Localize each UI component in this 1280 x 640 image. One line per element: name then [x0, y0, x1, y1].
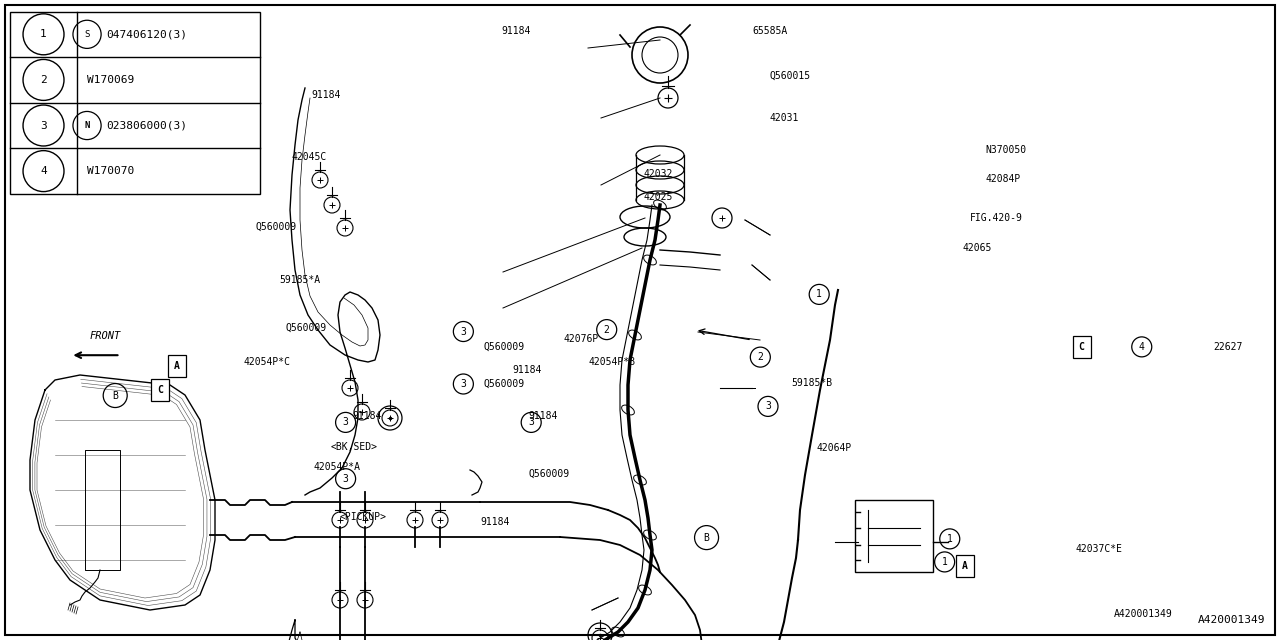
Text: B: B	[113, 390, 118, 401]
Text: 2: 2	[604, 324, 609, 335]
Text: 42054P*A: 42054P*A	[314, 462, 361, 472]
Bar	[10, 12, 260, 194]
Text: 42025: 42025	[644, 192, 673, 202]
Text: 047406120(3): 047406120(3)	[106, 29, 187, 39]
Text: Q560015: Q560015	[769, 70, 810, 81]
Bar	[855, 500, 933, 572]
Text: C: C	[157, 385, 163, 396]
Text: W170070: W170070	[87, 166, 134, 176]
Text: 91184: 91184	[529, 411, 558, 421]
Text: 91184: 91184	[352, 411, 381, 421]
Text: 42054P*C: 42054P*C	[243, 356, 291, 367]
Text: 023806000(3): 023806000(3)	[106, 120, 187, 131]
Text: 3: 3	[40, 120, 47, 131]
Text: 59185*A: 59185*A	[279, 275, 320, 285]
Text: FIG.420-9: FIG.420-9	[970, 212, 1023, 223]
Text: 3: 3	[343, 417, 348, 428]
Text: 91184: 91184	[502, 26, 531, 36]
Text: A420001349: A420001349	[1198, 615, 1265, 625]
Text: 1: 1	[40, 29, 47, 39]
Bar	[1073, 336, 1091, 358]
Text: 3: 3	[461, 379, 466, 389]
Text: 3: 3	[461, 326, 466, 337]
Text: <PICKUP>: <PICKUP>	[339, 512, 387, 522]
Text: B: B	[704, 532, 709, 543]
Bar	[151, 380, 169, 401]
Text: A420001349: A420001349	[1114, 609, 1172, 620]
Text: Q560009: Q560009	[285, 323, 326, 333]
Text: 59185*B: 59185*B	[791, 378, 832, 388]
Text: 22627: 22627	[1213, 342, 1243, 352]
Bar	[168, 355, 186, 377]
Text: N370050: N370050	[986, 145, 1027, 156]
Text: Q560009: Q560009	[484, 342, 525, 352]
Text: 42084P: 42084P	[986, 174, 1021, 184]
Text: S: S	[84, 30, 90, 39]
Text: 4: 4	[1139, 342, 1144, 352]
Text: A: A	[174, 361, 179, 371]
Text: 2: 2	[758, 352, 763, 362]
Text: 42045C: 42045C	[292, 152, 328, 162]
Text: 3: 3	[765, 401, 771, 412]
Text: A: A	[963, 561, 968, 572]
Text: 42032: 42032	[644, 169, 673, 179]
Text: 1: 1	[942, 557, 947, 567]
Text: <BK,SED>: <BK,SED>	[330, 442, 378, 452]
Text: 91184: 91184	[311, 90, 340, 100]
Text: 3: 3	[529, 417, 534, 428]
Text: N: N	[84, 121, 90, 130]
Text: 4: 4	[40, 166, 47, 176]
Text: 1: 1	[817, 289, 822, 300]
Text: 91184: 91184	[480, 516, 509, 527]
Text: Q560009: Q560009	[256, 222, 297, 232]
Text: 91184: 91184	[512, 365, 541, 375]
Text: 42065: 42065	[963, 243, 992, 253]
Text: 3: 3	[343, 474, 348, 484]
Text: C: C	[1079, 342, 1084, 352]
Text: FRONT: FRONT	[90, 332, 120, 341]
Text: 42037C*E: 42037C*E	[1075, 544, 1123, 554]
Text: 2: 2	[40, 75, 47, 85]
Text: 42031: 42031	[769, 113, 799, 124]
Text: Q560009: Q560009	[529, 468, 570, 479]
Text: W170069: W170069	[87, 75, 134, 85]
Text: 42064P: 42064P	[817, 443, 852, 453]
Text: 42054P*B: 42054P*B	[589, 356, 636, 367]
Text: Q560009: Q560009	[484, 379, 525, 389]
Text: 42076P: 42076P	[563, 334, 599, 344]
Bar	[956, 556, 974, 577]
Text: 1: 1	[947, 534, 952, 544]
Text: 65585A: 65585A	[753, 26, 788, 36]
